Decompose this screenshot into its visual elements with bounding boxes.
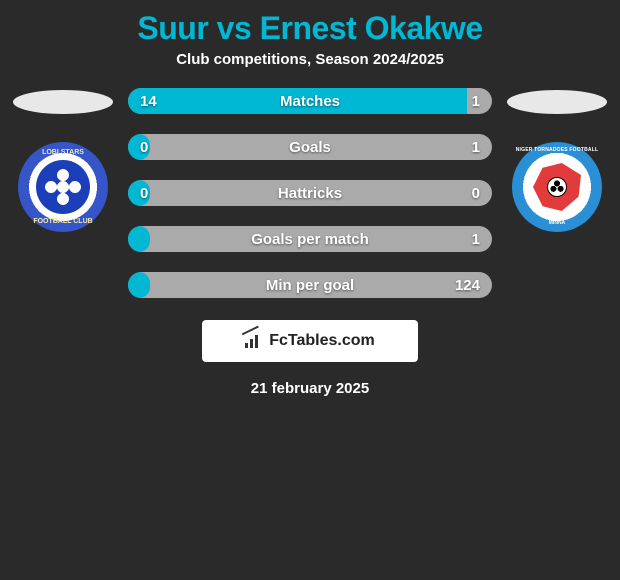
stat-label: Goals — [128, 139, 492, 156]
badge-text-top: LOBI STARS — [18, 149, 108, 156]
club-badge-lobi-stars: LOBI STARS FOOTBALL CLUB — [18, 142, 108, 232]
date-text: 21 february 2025 — [0, 380, 620, 397]
stat-value-right: 1 — [472, 139, 480, 156]
player-right-photo-placeholder — [507, 90, 607, 114]
badge-inner-icon — [533, 163, 581, 211]
stats-column: 14Matches10Goals10Hattricks0Goals per ma… — [118, 88, 502, 298]
player-left-photo-placeholder — [13, 90, 113, 114]
brand-chart-icon — [245, 334, 263, 348]
stat-bar: 0Goals1 — [128, 134, 492, 160]
stat-bar: Min per goal124 — [128, 272, 492, 298]
stat-value-right: 0 — [472, 185, 480, 202]
subtitle: Club competitions, Season 2024/2025 — [0, 51, 620, 88]
badge-text-bottom: MINNA — [512, 220, 602, 226]
club-badge-niger-tornadoes: NIGER TORNADOES FOOTBALL CLUB MINNA — [512, 142, 602, 232]
player-right-column: NIGER TORNADOES FOOTBALL CLUB MINNA — [502, 88, 612, 232]
brand-text: FcTables.com — [269, 332, 375, 350]
content-row: LOBI STARS FOOTBALL CLUB 14Matches10Goal… — [0, 88, 620, 298]
stat-label: Min per goal — [128, 277, 492, 294]
stat-bar: Goals per match1 — [128, 226, 492, 252]
stat-value-right: 1 — [472, 93, 480, 110]
page-title: Suur vs Ernest Okakwe — [0, 0, 620, 51]
badge-inner-icon — [36, 160, 90, 214]
brand-badge: FcTables.com — [202, 320, 418, 362]
badge-text-top: NIGER TORNADOES FOOTBALL CLUB — [512, 147, 602, 159]
stat-label: Goals per match — [128, 231, 492, 248]
comparison-card: Suur vs Ernest Okakwe Club competitions,… — [0, 0, 620, 397]
stat-bar: 14Matches1 — [128, 88, 492, 114]
stat-label: Hattricks — [128, 185, 492, 202]
player-left-column: LOBI STARS FOOTBALL CLUB — [8, 88, 118, 232]
stat-value-right: 1 — [472, 231, 480, 248]
badge-text-bottom: FOOTBALL CLUB — [18, 218, 108, 225]
stat-bar: 0Hattricks0 — [128, 180, 492, 206]
stat-label: Matches — [128, 93, 492, 110]
stat-value-right: 124 — [455, 277, 480, 294]
